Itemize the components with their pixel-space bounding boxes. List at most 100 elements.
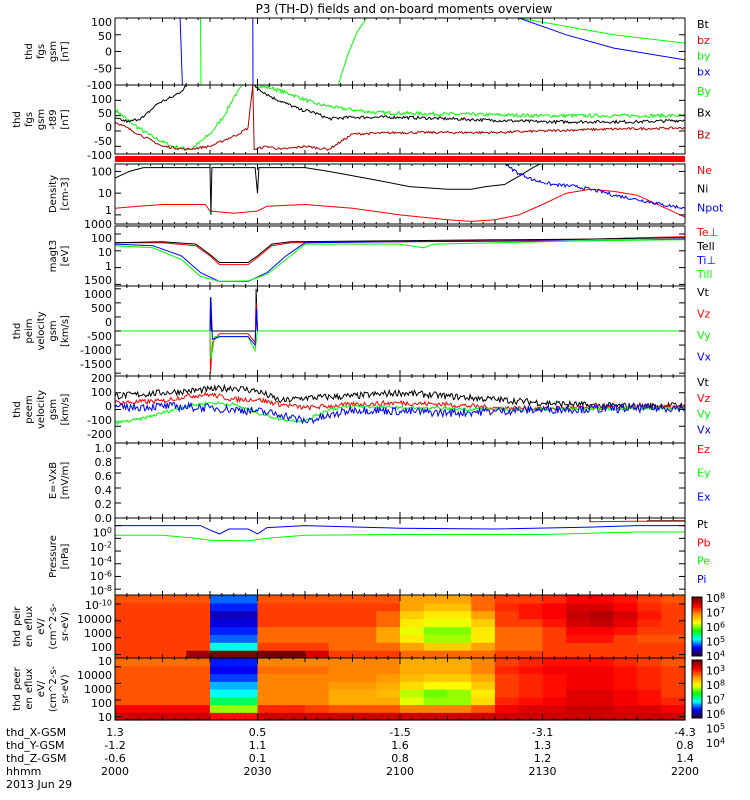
y-tick-label: 100 [91, 93, 112, 106]
heatmap-cell [661, 704, 686, 713]
y-tick-label: 500 [91, 302, 112, 315]
ylabel-line: [nT] [60, 109, 71, 129]
ylabel-text: [mV/m] [60, 462, 71, 500]
heatmap-cell [495, 712, 520, 721]
heatmap-cell [115, 610, 140, 620]
colorbar-swatch [692, 639, 702, 642]
series-line-Ne [115, 188, 685, 222]
colorbar-swatch [692, 707, 702, 710]
ylabel-text: gsm [36, 109, 47, 130]
heatmap-cell [210, 618, 235, 628]
heatmap-cell [233, 704, 259, 713]
tick-label-base: -100 [87, 79, 112, 92]
heatmap-cell [542, 595, 567, 604]
heatmap-cell [281, 658, 306, 667]
heatmap-cell [305, 650, 330, 659]
heatmap-cell [423, 650, 449, 659]
heatmap-cell [352, 696, 377, 706]
ylabel-line: gsm [48, 41, 59, 62]
heatmap-cell [376, 626, 401, 635]
heatmap-cell [376, 634, 401, 643]
colorbar-swatch [692, 710, 702, 713]
tick-label-base: 10 [98, 711, 112, 724]
heatmap-cell [138, 595, 164, 604]
heatmap-cell [613, 618, 639, 628]
ylabel-line: en [24, 635, 35, 648]
y-tick-label: -1500 [80, 358, 112, 371]
y-tick-label: 10 [98, 655, 112, 668]
ylabel-line: gsm [48, 399, 59, 420]
heatmap-cell [138, 626, 164, 635]
heatmap-cell [162, 665, 187, 675]
heatmap-cell [637, 626, 662, 635]
legend-entry: Pi [697, 573, 706, 586]
heatmap-cell [613, 689, 639, 698]
series-line-bx [518, 18, 685, 61]
y-tick-label: 100 [91, 697, 112, 710]
heatmap-cell [400, 689, 425, 698]
series-line-Bx [252, 85, 685, 125]
heatmap-cell [423, 610, 449, 620]
ephemeris-value: 2100 [386, 765, 414, 778]
heatmap-cell [352, 626, 377, 635]
series-line-by [200, 18, 202, 85]
tick-label-base: 10 [706, 737, 720, 750]
heatmap-cell [257, 610, 282, 620]
heatmap-cell [257, 618, 282, 628]
y-tick-label: 0.4 [95, 484, 113, 497]
heatmap-cell [162, 618, 187, 628]
heatmap-cell [423, 673, 449, 682]
heatmap-cell [518, 673, 544, 682]
ylabel-text: sr-eV) [60, 674, 71, 703]
heatmap-cell [400, 712, 425, 721]
ylabel-line: [nT] [60, 41, 71, 61]
tick-label-base: 10 [98, 246, 112, 259]
heatmap-cell [471, 642, 496, 651]
heatmap-cell [613, 681, 639, 690]
colorbar-swatch [692, 673, 702, 675]
heatmap-cell [210, 696, 235, 706]
heatmap-cell [471, 704, 496, 713]
heatmap-cell [495, 602, 520, 612]
y-tick-label: 100 [91, 165, 112, 178]
heatmap-cell [661, 689, 686, 698]
tick-label-base: 10 [98, 655, 112, 668]
legend-entry: Bx [697, 107, 712, 120]
colorbar-label: 105 [706, 635, 725, 649]
heatmap-cell [352, 665, 377, 675]
heatmap-cell [376, 642, 401, 651]
tick-label-base: 1000 [84, 683, 112, 696]
colorbar-swatch [692, 629, 702, 632]
heatmap-cell [495, 673, 520, 682]
ylabel-text: thd peer [12, 666, 23, 710]
colorbar-swatch [692, 648, 702, 651]
heatmap-cell [138, 642, 164, 651]
heatmap-cell [233, 665, 259, 675]
ylabel-text: velocity [36, 390, 47, 429]
y-tick-label: 0 [105, 46, 112, 59]
series-line-by [337, 18, 368, 85]
y-tick-label: 10 [98, 246, 112, 259]
heatmap-cell [376, 595, 401, 604]
series-line-By [252, 85, 685, 119]
heatmap-cell [661, 665, 686, 675]
heatmap-cell [495, 618, 520, 628]
heatmap-cell [590, 673, 615, 682]
heatmap-cell [210, 595, 235, 604]
tick-label-base: 50 [98, 30, 112, 43]
panel-ylabel: thd fgs gsm -t89 [nT] [12, 109, 71, 130]
heatmap-cell [352, 673, 377, 682]
heatmap-cell [423, 658, 449, 667]
heatmap-cell [471, 658, 496, 667]
heatmap-cell [495, 658, 520, 667]
heatmap-cell [400, 658, 425, 667]
heatmap-cell [495, 689, 520, 698]
y-tick-label: -50 [94, 62, 112, 75]
ylabel-line: velocity [36, 311, 47, 350]
heatmap-cell [613, 704, 639, 713]
series-group [115, 520, 685, 542]
ephemeris-axis: thd_X-GSM 1.3 0.5 -1.5 -3.1 -4.3 thd_Y-GSM -1.2… [6, 726, 699, 791]
colorbar-label: 107 [706, 606, 725, 620]
